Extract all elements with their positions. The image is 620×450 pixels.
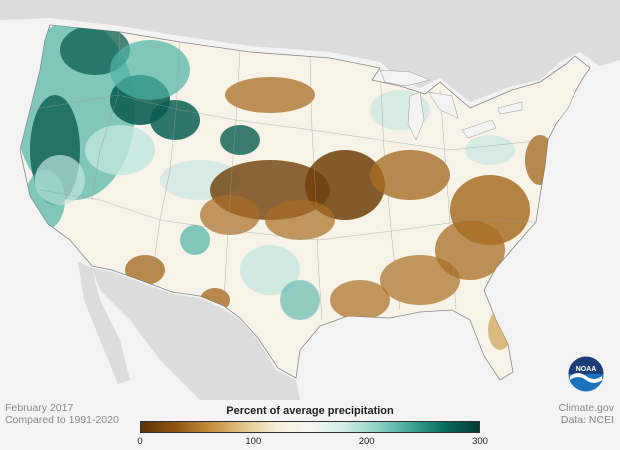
precipitation-anomaly-patch bbox=[305, 150, 385, 220]
legend-title: Percent of average precipitation bbox=[226, 405, 394, 417]
map-canvas bbox=[0, 0, 620, 400]
great-lakes bbox=[379, 69, 523, 141]
precipitation-anomaly-layer bbox=[20, 25, 575, 350]
precipitation-anomaly-patch bbox=[240, 245, 300, 295]
precipitation-anomaly-patch bbox=[545, 80, 575, 120]
precipitation-anomaly-patch bbox=[435, 220, 505, 280]
legend-tick-label: 0 bbox=[137, 436, 143, 447]
precipitation-anomaly-patch bbox=[380, 255, 460, 305]
credit-site: Climate.gov bbox=[558, 402, 614, 414]
canada-land bbox=[0, 0, 620, 102]
baja-land bbox=[78, 262, 130, 384]
precipitation-anomaly-patch bbox=[330, 280, 390, 320]
precipitation-anomaly-patch bbox=[465, 135, 515, 165]
precipitation-anomaly-patch bbox=[35, 155, 85, 205]
precipitation-anomaly-patch bbox=[125, 255, 165, 285]
precipitation-anomaly-patch bbox=[525, 135, 555, 185]
credit-block: Climate.gov Data: NCEI bbox=[559, 402, 614, 426]
precipitation-anomaly-patch bbox=[200, 195, 260, 235]
caption-comparison: Compared to 1991-2020 bbox=[5, 414, 119, 426]
legend-tick-label: 300 bbox=[472, 436, 488, 447]
precipitation-anomaly-patch bbox=[265, 200, 335, 240]
legend-color-bar bbox=[140, 421, 480, 433]
credit-source: Data: NCEI bbox=[560, 414, 614, 426]
state-borders bbox=[29, 31, 546, 321]
noaa-logo-text: NOAA bbox=[576, 366, 597, 373]
precipitation-anomaly-patch bbox=[220, 125, 260, 155]
legend-tick-label: 100 bbox=[245, 436, 262, 447]
noaa-logo: NOAA bbox=[568, 356, 604, 392]
mexico-land bbox=[92, 268, 300, 400]
map-caption: February 2017 Compared to 1991-2020 bbox=[5, 402, 119, 426]
precipitation-anomaly-patch bbox=[85, 125, 155, 175]
precipitation-anomaly-patch bbox=[180, 225, 210, 255]
legend-tick-label: 200 bbox=[358, 436, 375, 447]
precipitation-anomaly-patch bbox=[370, 150, 450, 200]
caption-date: February 2017 bbox=[5, 402, 74, 414]
precipitation-anomaly-patch bbox=[225, 77, 315, 113]
precipitation-anomaly-patch bbox=[110, 40, 190, 100]
precipitation-anomaly-patch bbox=[280, 280, 320, 320]
precipitation-map bbox=[0, 0, 620, 400]
